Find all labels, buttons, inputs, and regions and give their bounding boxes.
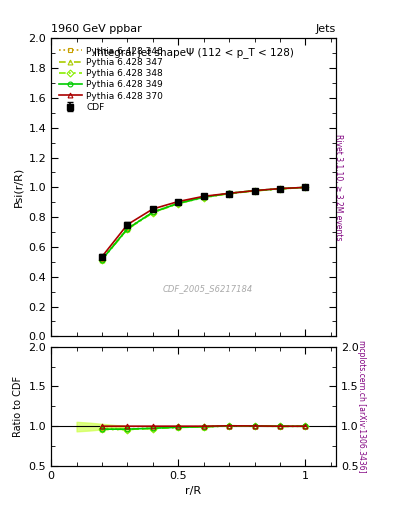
Pythia 6.428 347 xyxy=(99,257,104,263)
Pythia 6.428 346 xyxy=(278,186,283,192)
Line: Pythia 6.428 349: Pythia 6.428 349 xyxy=(99,185,308,262)
Pythia 6.428 349 xyxy=(227,190,231,197)
Pythia 6.428 348 xyxy=(176,201,181,207)
Pythia 6.428 370 xyxy=(151,206,155,212)
Pythia 6.428 370 xyxy=(99,253,104,260)
Pythia 6.428 347 xyxy=(176,200,181,206)
Pythia 6.428 349 xyxy=(125,226,130,232)
Text: Integral jet shapeΨ (112 < p_T < 128): Integral jet shapeΨ (112 < p_T < 128) xyxy=(94,47,294,58)
Pythia 6.428 346 xyxy=(125,225,130,231)
Pythia 6.428 370 xyxy=(252,187,257,194)
Pythia 6.428 347 xyxy=(151,209,155,216)
Pythia 6.428 347 xyxy=(227,190,231,197)
X-axis label: r/R: r/R xyxy=(185,486,202,496)
Text: 1960 GeV ppbar: 1960 GeV ppbar xyxy=(51,24,142,34)
Line: Pythia 6.428 370: Pythia 6.428 370 xyxy=(99,185,308,259)
Y-axis label: mcplots.cern.ch [arXiv:1306.3436]: mcplots.cern.ch [arXiv:1306.3436] xyxy=(356,340,365,473)
Pythia 6.428 348 xyxy=(303,184,308,190)
Pythia 6.428 348 xyxy=(252,188,257,194)
Pythia 6.428 346 xyxy=(252,187,257,194)
Legend: Pythia 6.428 346, Pythia 6.428 347, Pythia 6.428 348, Pythia 6.428 349, Pythia 6: Pythia 6.428 346, Pythia 6.428 347, Pyth… xyxy=(55,43,167,115)
Pythia 6.428 370 xyxy=(125,222,130,228)
Pythia 6.428 349 xyxy=(151,209,155,216)
Pythia 6.428 370 xyxy=(176,199,181,205)
Pythia 6.428 370 xyxy=(278,185,283,191)
Pythia 6.428 348 xyxy=(151,209,155,216)
Pythia 6.428 349 xyxy=(303,184,308,190)
Pythia 6.428 348 xyxy=(125,226,130,232)
Pythia 6.428 349 xyxy=(99,257,104,263)
Line: Pythia 6.428 346: Pythia 6.428 346 xyxy=(99,185,308,261)
Pythia 6.428 348 xyxy=(227,190,231,197)
Y-axis label: Rivet 3.1.10, ≥ 3.2M events: Rivet 3.1.10, ≥ 3.2M events xyxy=(334,134,343,241)
Pythia 6.428 348 xyxy=(99,257,104,263)
Pythia 6.428 349 xyxy=(176,200,181,206)
Pythia 6.428 348 xyxy=(201,195,206,201)
Pythia 6.428 348 xyxy=(278,186,283,192)
Pythia 6.428 370 xyxy=(303,184,308,190)
Pythia 6.428 347 xyxy=(201,194,206,200)
Text: CDF_2005_S6217184: CDF_2005_S6217184 xyxy=(163,284,253,293)
Pythia 6.428 346 xyxy=(176,200,181,206)
Line: Pythia 6.428 347: Pythia 6.428 347 xyxy=(99,185,308,262)
Pythia 6.428 349 xyxy=(201,194,206,200)
Pythia 6.428 347 xyxy=(303,184,308,190)
Y-axis label: Psi(r/R): Psi(r/R) xyxy=(13,167,23,207)
Pythia 6.428 349 xyxy=(278,186,283,192)
Pythia 6.428 370 xyxy=(227,190,231,197)
Pythia 6.428 346 xyxy=(99,256,104,262)
Pythia 6.428 347 xyxy=(278,186,283,192)
Pythia 6.428 346 xyxy=(201,194,206,200)
Pythia 6.428 346 xyxy=(151,209,155,215)
Pythia 6.428 370 xyxy=(201,193,206,199)
Pythia 6.428 346 xyxy=(227,190,231,197)
Text: Jets: Jets xyxy=(316,24,336,34)
Y-axis label: Ratio to CDF: Ratio to CDF xyxy=(13,376,23,437)
Line: Pythia 6.428 348: Pythia 6.428 348 xyxy=(99,185,308,262)
Pythia 6.428 349 xyxy=(252,187,257,194)
Pythia 6.428 347 xyxy=(125,226,130,232)
Pythia 6.428 346 xyxy=(303,184,308,190)
Pythia 6.428 347 xyxy=(252,188,257,194)
